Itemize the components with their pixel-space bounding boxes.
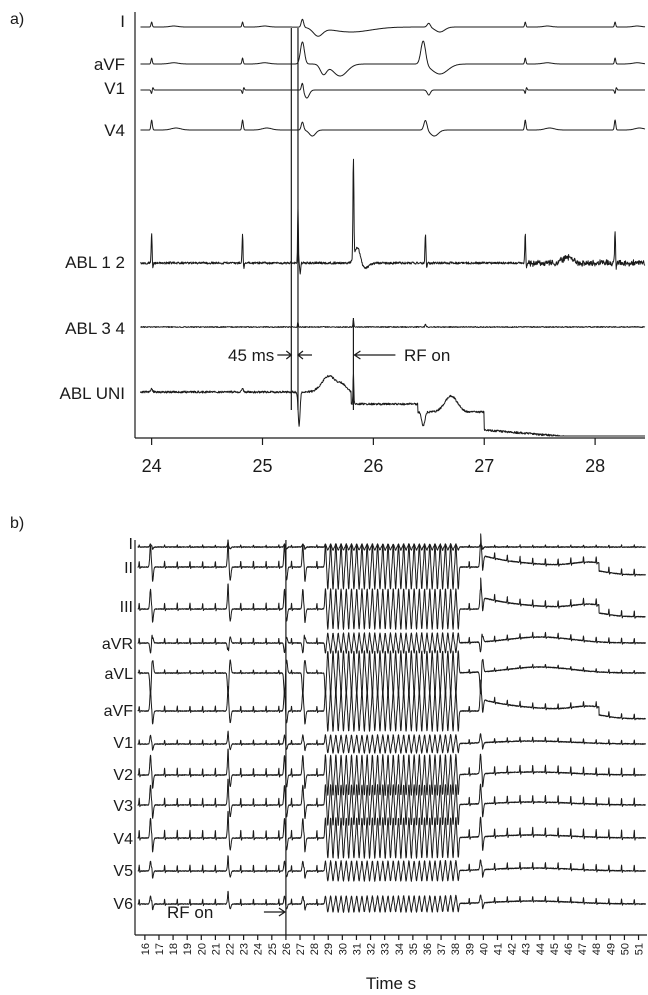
x-tick-label-a-25: 25 (252, 456, 272, 476)
x-tick-label-b-35: 35 (408, 943, 420, 955)
x-tick-label-b-36: 36 (422, 943, 434, 955)
lead-label-a-v1: V1 (104, 79, 125, 98)
trace-b-v5 (137, 855, 646, 882)
trace-b-v4 (137, 810, 646, 859)
x-tick-label-b-42: 42 (507, 943, 519, 955)
x-tick-label-b-41: 41 (492, 943, 504, 955)
lead-label-b-v4: V4 (113, 831, 133, 848)
trace-b-avf (137, 679, 646, 732)
trace-b-v2 (137, 748, 647, 796)
lead-label-a-v4: V4 (104, 121, 125, 140)
lead-label-a-abl-uni: ABL UNI (59, 384, 125, 403)
x-tick-label-b-33: 33 (380, 943, 392, 955)
trace-b-avl (137, 650, 646, 696)
lead-label-b-v5: V5 (113, 863, 133, 880)
x-tick-label-b-38: 38 (450, 943, 462, 955)
x-tick-label-b-40: 40 (478, 943, 490, 955)
lead-label-a-avf: aVF (94, 55, 125, 74)
lead-label-b-v6: V6 (113, 896, 133, 913)
x-tick-label-b-44: 44 (535, 943, 547, 955)
x-tick-label-b-47: 47 (577, 943, 589, 955)
x-tick-label-b-29: 29 (323, 943, 335, 955)
x-tick-label-b-30: 30 (337, 943, 349, 955)
x-tick-label-b-24: 24 (253, 943, 265, 955)
x-tick-label-b-51: 51 (634, 943, 646, 955)
trace-a-v1 (140, 82, 646, 99)
lead-label-b-i: I (129, 536, 133, 553)
lead-label-b-ii: II (124, 560, 133, 577)
trace-a-abl-3-4 (140, 318, 646, 328)
trace-a-avf (140, 40, 646, 77)
panel-a-rf-on-label: RF on (404, 346, 450, 365)
panel-b-rf-on-label: RF on (167, 903, 213, 922)
x-tick-label-b-28: 28 (309, 943, 321, 955)
lead-label-b-v1: V1 (113, 735, 133, 752)
x-tick-label-b-20: 20 (196, 943, 208, 955)
trace-b-iii (137, 577, 646, 630)
trace-a-abl-1-2 (140, 158, 646, 275)
lead-label-a-abl-1-2: ABL 1 2 (65, 253, 125, 272)
x-tick-label-b-49: 49 (605, 943, 617, 955)
lead-label-b-avl: aVL (105, 666, 134, 683)
trace-b-i (137, 541, 646, 551)
x-tick-label-b-39: 39 (464, 943, 476, 955)
x-tick-label-b-37: 37 (436, 943, 448, 955)
x-tick-label-a-26: 26 (363, 456, 383, 476)
x-tick-label-a-28: 28 (585, 456, 605, 476)
trace-b-avr (137, 631, 647, 654)
x-tick-label-b-43: 43 (521, 943, 533, 955)
lead-label-b-v2: V2 (113, 767, 133, 784)
interval-arrow-right (297, 350, 312, 360)
x-tick-label-b-17: 17 (154, 943, 166, 955)
trace-a-v4 (140, 119, 646, 137)
trace-b-ii (137, 533, 647, 590)
x-tick-label-a-24: 24 (142, 456, 162, 476)
x-tick-label-b-50: 50 (619, 943, 631, 955)
lead-label-b-avr: aVR (102, 636, 133, 653)
lead-label-a-abl-3-4: ABL 3 4 (65, 319, 125, 338)
interval-arrow-left (277, 350, 293, 360)
trace-b-v1 (137, 730, 647, 754)
panel-a-interval-label: 45 ms (228, 346, 274, 365)
x-tick-label-b-31: 31 (351, 943, 363, 955)
x-tick-label-b-46: 46 (563, 943, 575, 955)
rf-on-arrow-a (353, 350, 396, 360)
lead-label-b-v3: V3 (113, 798, 133, 815)
x-tick-label-b-26: 26 (281, 943, 293, 955)
x-tick-label-b-34: 34 (394, 943, 406, 955)
panel-a-label: a) (10, 11, 24, 28)
trace-b-v6 (137, 890, 647, 913)
trace-a-i (140, 18, 646, 37)
rf-on-arrow-b (263, 907, 287, 917)
x-tick-label-b-21: 21 (210, 943, 222, 955)
x-tick-label-b-45: 45 (549, 943, 561, 955)
x-tick-label-b-48: 48 (591, 943, 603, 955)
x-tick-label-b-19: 19 (182, 943, 194, 955)
x-tick-label-b-18: 18 (168, 943, 180, 955)
panel-b-label: b) (10, 515, 24, 532)
panel-b-x-axis-label: Time s (366, 974, 416, 993)
x-tick-label-b-25: 25 (267, 943, 279, 955)
trace-b-v3 (137, 778, 647, 826)
lead-label-a-i: I (120, 12, 125, 31)
x-tick-label-b-23: 23 (239, 943, 251, 955)
x-tick-label-b-22: 22 (225, 943, 237, 955)
x-tick-label-b-27: 27 (295, 943, 307, 955)
x-tick-label-a-27: 27 (474, 456, 494, 476)
lead-label-b-avf: aVF (104, 703, 134, 720)
lead-label-b-iii: III (120, 599, 133, 616)
x-tick-label-b-16: 16 (140, 943, 152, 955)
x-tick-label-b-32: 32 (366, 943, 378, 955)
trace-a-abl-uni (140, 373, 646, 437)
